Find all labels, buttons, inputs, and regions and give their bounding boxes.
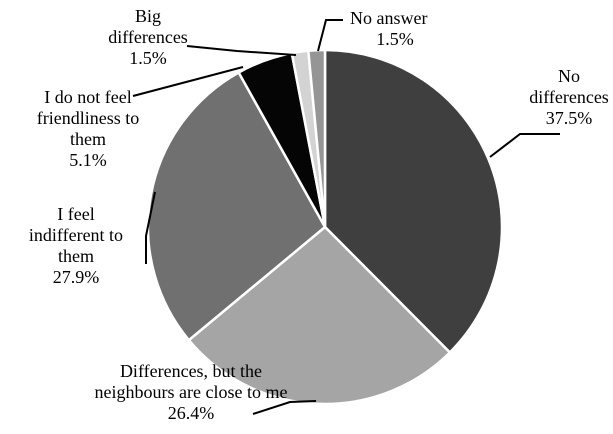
pie-slice-2 [146, 70, 327, 342]
leader-line-0 [489, 133, 560, 158]
slice-label-3: I do not feel friendliness to them 5.1% [37, 87, 139, 170]
leader-line-2 [145, 191, 156, 264]
pie-slice-0 [323, 48, 504, 355]
slice-labels: No differences 37.5% Differences, but the ne… [29, 6, 609, 423]
slice-label-4: Big differences 1.5% [108, 6, 188, 68]
leader-line-3 [132, 66, 244, 97]
leader-line-4 [186, 45, 297, 56]
slice-label-0: No differences 37.5% [529, 66, 609, 128]
pie-slice-5 [306, 48, 327, 228]
leader-lines [132, 19, 560, 415]
slice-label-2: I feel indifferent to them 27.9% [29, 204, 123, 287]
slice-label-1: Differences, but the neighbours are close… [95, 361, 288, 423]
leader-line-1 [252, 400, 317, 415]
pie-slices [146, 48, 504, 406]
leader-line-5 [317, 19, 343, 52]
slice-percent-5: 1.5% [376, 29, 414, 49]
pie-slice-1 [187, 225, 452, 406]
slice-label-5: No answer [350, 8, 427, 28]
